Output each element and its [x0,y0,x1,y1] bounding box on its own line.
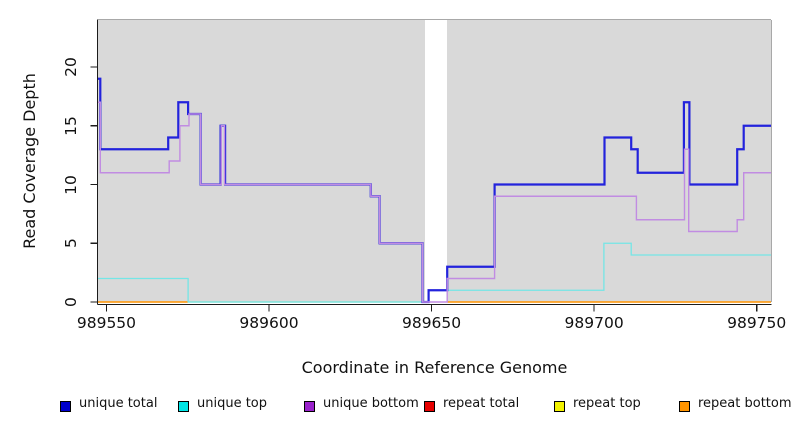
series-line-unique-top [98,242,771,303]
y-tick-label: 10 [62,174,80,195]
series-line-unique-bottom [98,101,771,303]
x-tick-label: 989700 [564,314,624,332]
legend-swatch-icon [60,401,71,412]
legend-item-unique-total: unique total [60,396,157,413]
legend-item-repeat-bottom: repeat bottom [679,396,792,413]
y-tick-label: 5 [62,238,80,249]
legend-label: repeat top [573,396,641,411]
x-tick-label: 989600 [239,314,299,332]
x-tick-label: 989650 [401,314,462,332]
legend-swatch-icon [178,401,189,412]
y-tick-label: 15 [62,115,80,136]
x-axis-title: Coordinate in Reference Genome [301,358,568,377]
legend-label: unique bottom [323,396,419,411]
x-tick-label: 989750 [727,314,787,332]
y-axis-title: Read Coverage Depth [20,73,39,249]
legend-label: repeat total [443,396,520,411]
legend-label: unique total [79,396,158,411]
legend-swatch-icon [424,401,435,412]
legend-item-repeat-top: repeat top [554,396,641,413]
y-tick-label: 0 [62,297,80,307]
y-tick-label: 20 [62,57,80,77]
legend-swatch-icon [304,401,315,412]
legend-swatch-icon [679,401,690,412]
legend-label: unique top [197,396,268,411]
masked-region [425,20,448,302]
legend-swatch-icon [554,401,565,412]
legend-item-unique-bottom: unique bottom [304,396,419,413]
x-tick-label: 989550 [76,314,137,332]
legend-item-unique-top: unique top [178,396,267,413]
legend-label: repeat bottom [698,396,792,411]
legend-item-repeat-total: repeat total [424,396,519,413]
